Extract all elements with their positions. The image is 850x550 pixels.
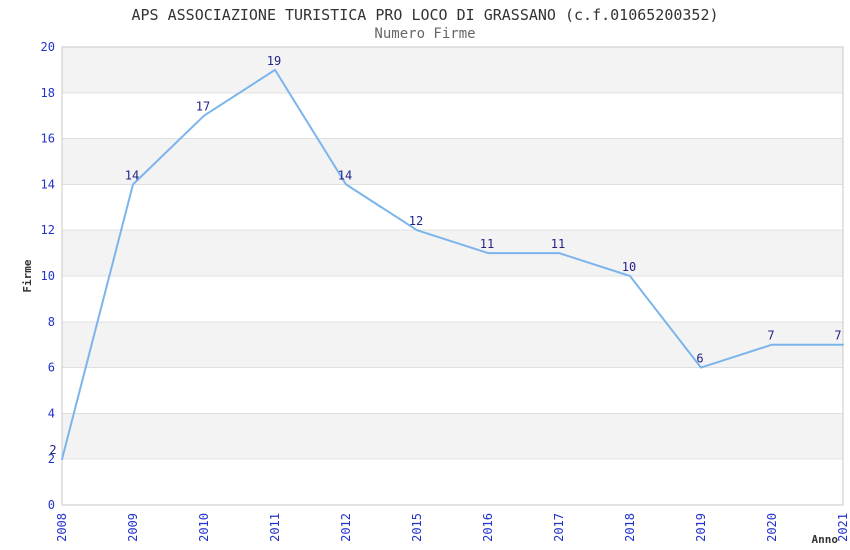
x-tick-label: 2015 [410,513,424,542]
y-tick-label: 8 [48,315,55,329]
y-tick-label: 18 [41,86,55,100]
y-tick-label: 0 [48,498,55,512]
series-line [61,68,844,461]
y-tick-label: 10 [41,269,55,283]
x-tick-label: 2011 [268,513,282,542]
plot-border [61,46,844,506]
x-tick-label: 2008 [55,513,69,542]
plot-band [62,47,843,93]
data-label: 7 [767,329,774,343]
data-label: 17 [196,100,210,114]
x-axis-title: Anno [811,533,839,546]
x-tick-label: 2010 [197,513,211,542]
x-tick-label: 2012 [339,513,353,542]
chart-title: APS ASSOCIAZIONE TURISTICA PRO LOCO DI G… [131,6,719,24]
data-label: 2 [49,443,56,457]
data-label: 10 [622,260,636,274]
plot-band [62,138,843,185]
data-label: 14 [125,168,139,182]
data-label: 11 [551,237,565,251]
data-label: 11 [480,237,494,251]
y-tick-label: 6 [48,361,55,375]
plot-band [62,321,843,368]
x-tick-label: 2018 [623,513,637,542]
data-label: 19 [267,54,281,68]
data-label: 12 [409,214,423,228]
y-tick-label: 4 [48,406,55,420]
y-tick-label: 20 [41,40,55,54]
x-tick-label: 2019 [694,513,708,542]
x-tick-label: 2016 [481,513,495,542]
y-tick-label: 12 [41,223,55,237]
y-tick-label: 2 [48,452,55,466]
x-tick-label: 2017 [552,513,566,542]
data-label: 14 [338,168,352,182]
y-tick-label: 16 [41,132,55,146]
plot-band [62,413,843,460]
x-tick-label: 2009 [126,513,140,542]
chart-subtitle: Numero Firme [374,26,476,42]
y-tick-label: 14 [41,177,55,191]
y-axis-title: Firme [21,259,34,293]
data-label: 6 [696,352,703,366]
data-label: 7 [834,329,841,343]
x-tick-label: 2020 [765,513,779,542]
plot-band [62,230,843,276]
x-tick-label: 2021 [836,513,850,542]
